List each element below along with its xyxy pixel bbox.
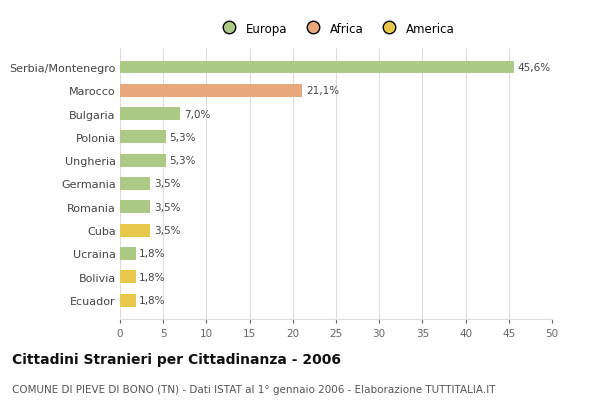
Bar bbox=[120, 201, 150, 214]
Text: Cittadini Stranieri per Cittadinanza - 2006: Cittadini Stranieri per Cittadinanza - 2… bbox=[12, 352, 341, 366]
Bar bbox=[120, 247, 136, 260]
Bar bbox=[120, 85, 302, 97]
Text: 1,8%: 1,8% bbox=[139, 272, 166, 282]
Text: 5,3%: 5,3% bbox=[169, 156, 196, 166]
Bar bbox=[120, 178, 150, 191]
Text: 7,0%: 7,0% bbox=[184, 109, 211, 119]
Text: 5,3%: 5,3% bbox=[169, 133, 196, 142]
Legend: Europa, Africa, America: Europa, Africa, America bbox=[217, 22, 455, 36]
Bar bbox=[120, 61, 514, 74]
Text: 1,8%: 1,8% bbox=[139, 249, 166, 259]
Text: 3,5%: 3,5% bbox=[154, 226, 180, 236]
Text: 3,5%: 3,5% bbox=[154, 179, 180, 189]
Text: 45,6%: 45,6% bbox=[517, 63, 551, 73]
Bar bbox=[120, 154, 166, 167]
Bar bbox=[120, 271, 136, 283]
Bar bbox=[120, 294, 136, 307]
Text: 21,1%: 21,1% bbox=[306, 86, 339, 96]
Text: COMUNE DI PIEVE DI BONO (TN) - Dati ISTAT al 1° gennaio 2006 - Elaborazione TUTT: COMUNE DI PIEVE DI BONO (TN) - Dati ISTA… bbox=[12, 384, 496, 394]
Bar bbox=[120, 131, 166, 144]
Text: 1,8%: 1,8% bbox=[139, 295, 166, 306]
Bar bbox=[120, 108, 181, 121]
Bar bbox=[120, 224, 150, 237]
Text: 3,5%: 3,5% bbox=[154, 202, 180, 212]
